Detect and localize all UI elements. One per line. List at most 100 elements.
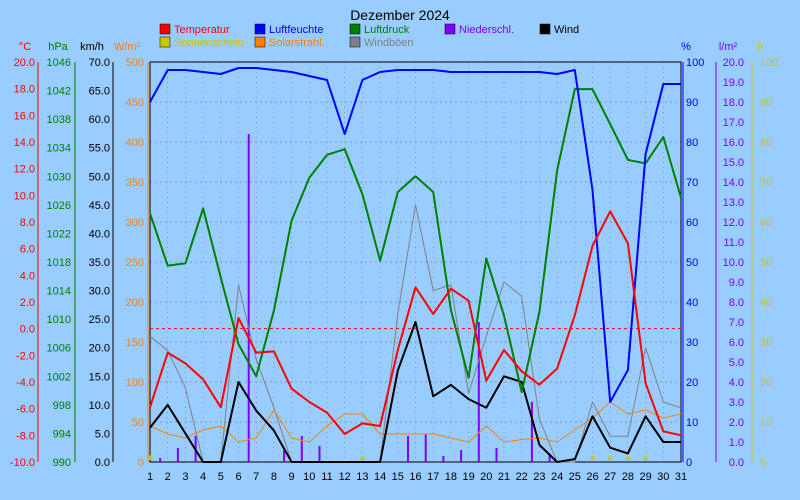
tick-label-rain: 18.0 — [723, 97, 744, 109]
tick-label-press: 1022 — [47, 228, 71, 240]
x-tick-label: 5 — [218, 471, 224, 483]
x-tick-label: 21 — [498, 471, 510, 483]
axis-unit-rain: l/m² — [719, 41, 738, 53]
tick-label-hum: 40 — [686, 297, 698, 309]
tick-label-temp: 8.0 — [20, 217, 35, 229]
tick-label-wind: 30.0 — [89, 286, 110, 298]
precipitation-bar — [424, 434, 427, 462]
x-tick-label: 29 — [639, 471, 651, 483]
tick-label-press: 1010 — [47, 314, 71, 326]
tick-label-press: 1046 — [47, 57, 71, 69]
legend-item: Sonnenschein — [159, 36, 244, 49]
precipitation-bar — [318, 446, 321, 462]
tick-label-rain: 8.0 — [729, 297, 744, 309]
tick-label-wind: 45.0 — [89, 200, 110, 212]
tick-label-press: 994 — [53, 428, 71, 440]
tick-label-wind: 40.0 — [89, 228, 110, 240]
axes: °C 20.0 18.0 16.0 14.0 12.0 10.0 8.0 6.0 4.0 2.0 0.… — [10, 41, 778, 469]
legend-label: Windböen — [364, 37, 414, 49]
tick-label-solar: 50 — [132, 417, 144, 429]
precipitation-bar — [176, 448, 179, 462]
axis-unit-sun: h — [757, 41, 763, 53]
tick-label-rain: 14.0 — [723, 177, 744, 189]
tick-label-temp: 4.0 — [20, 270, 35, 282]
x-tick-label: 10 — [303, 471, 315, 483]
tick-label-solar: 500 — [126, 57, 144, 69]
tick-label-temp: 0.0 — [20, 324, 35, 336]
tick-label-sun: 70 — [760, 177, 772, 189]
tick-label-temp: -2.0 — [16, 350, 35, 362]
tick-label-sun: 40 — [760, 297, 772, 309]
tick-label-press: 1006 — [47, 343, 71, 355]
tick-label-temp: 2.0 — [20, 297, 35, 309]
tick-label-rain: 5.0 — [729, 357, 744, 369]
tick-label-rain: 19.0 — [723, 77, 744, 89]
x-tick-label: 26 — [586, 471, 598, 483]
tick-label-rain: 12.0 — [723, 217, 744, 229]
precipitation-bar — [530, 402, 533, 462]
tick-label-hum: 100 — [686, 57, 704, 69]
tick-label-rain: 1.0 — [729, 437, 744, 449]
tick-label-temp: -6.0 — [16, 404, 35, 416]
x-tick-label: 23 — [533, 471, 545, 483]
precipitation-bar — [442, 456, 445, 462]
tick-label-solar: 150 — [126, 337, 144, 349]
tick-label-hum: 30 — [686, 337, 698, 349]
tick-label-solar: 350 — [126, 177, 144, 189]
x-axis-ticks: 1 2 3 4 5 6 7 8 9 10 11 12 13 14 15 16 17 18 19 20 21 22 23 24 2… — [147, 471, 687, 483]
tick-label-press: 990 — [53, 457, 71, 469]
axis-unit-wind: km/h — [80, 41, 104, 53]
series-line-windben — [149, 204, 682, 463]
series-line-luftfeuchte — [149, 67, 681, 403]
precipitation-bar — [300, 436, 303, 462]
tick-label-solar: 200 — [126, 297, 144, 309]
tick-label-temp: 10.0 — [14, 190, 35, 202]
legend-label: Luftdruck — [364, 24, 410, 36]
tick-label-temp: 18.0 — [14, 84, 35, 96]
tick-label-rain: 0.0 — [729, 457, 744, 469]
legend-swatch — [254, 23, 266, 35]
tick-label-press: 1030 — [47, 171, 71, 183]
precipitation-bar — [407, 436, 410, 462]
tick-label-solar: 300 — [126, 217, 144, 229]
tick-label-rain: 3.0 — [729, 397, 744, 409]
tick-label-rain: 15.0 — [723, 157, 744, 169]
tick-label-sun: 30 — [760, 337, 772, 349]
tick-label-rain: 17.0 — [723, 117, 744, 129]
sunshine-marker — [359, 455, 366, 460]
tick-label-solar: 0 — [138, 457, 144, 469]
legend-item: Solarstrahl. — [254, 36, 325, 49]
tick-label-press: 1018 — [47, 257, 71, 269]
tick-label-sun: 10 — [760, 417, 772, 429]
legend-swatch — [349, 36, 361, 48]
axis-unit-temp: °C — [19, 41, 31, 53]
tick-label-hum: 20 — [686, 377, 698, 389]
tick-label-hum: 80 — [686, 137, 698, 149]
precipitation-bar — [495, 448, 498, 462]
tick-label-temp: 12.0 — [14, 164, 35, 176]
tick-label-hum: 10 — [686, 417, 698, 429]
legend-label: Luftfeuchte — [269, 24, 323, 36]
tick-label-wind: 70.0 — [89, 57, 110, 69]
sunshine-marker — [642, 455, 649, 460]
legend-label: Niederschl. — [459, 24, 514, 36]
tick-label-press: 1026 — [47, 200, 71, 212]
sunshine-marker — [589, 455, 596, 460]
tick-label-wind: 25.0 — [89, 314, 110, 326]
legend-item: Niederschl. — [444, 23, 514, 36]
tick-label-sun: 90 — [760, 97, 772, 109]
x-tick-label: 4 — [200, 471, 206, 483]
legend-swatch — [159, 36, 171, 48]
tick-label-sun: 20 — [760, 377, 772, 389]
tick-label-rain: 10.0 — [723, 257, 744, 269]
tick-label-wind: 15.0 — [89, 371, 110, 383]
tick-label-rain: 11.0 — [723, 237, 744, 249]
legend-label: Temperatur — [174, 24, 230, 36]
legend-swatch — [254, 36, 266, 48]
tick-label-solar: 400 — [126, 137, 144, 149]
tick-label-wind: 65.0 — [89, 86, 110, 98]
tick-label-sun: 60 — [760, 217, 772, 229]
tick-label-temp: 6.0 — [20, 244, 35, 256]
x-tick-label: 13 — [356, 471, 368, 483]
